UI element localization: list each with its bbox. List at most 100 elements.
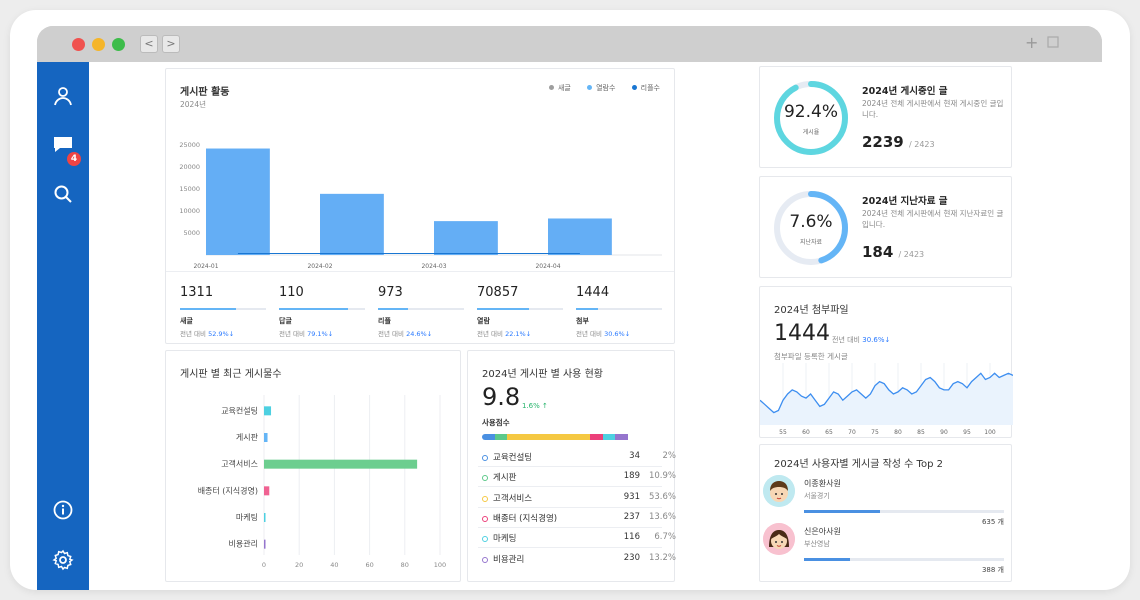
- usage-row-count: 189: [623, 471, 640, 482]
- window-restore-icon[interactable]: [1047, 34, 1059, 52]
- recent-posts-card: 게시판 별 최근 게시물수 0 20 40 60 80 100 교육컨설팅 게시판 고객서비스 배…: [165, 350, 461, 582]
- top-writer-1-name: 이종환사원: [804, 479, 841, 488]
- attachments-value: 1444: [774, 321, 830, 346]
- x-tick-label: 40: [330, 561, 338, 569]
- circle-icon: [482, 475, 488, 482]
- y-tick-label: 25000: [179, 141, 200, 149]
- top-writer-1-bar: [804, 510, 1004, 513]
- archived-posts-card: 7.6% 지난자료 2024년 지난자료 글 2024년 전체 게시판에서 현재…: [759, 176, 1012, 278]
- current-posts-title: 2024년 게시중인 글: [862, 86, 948, 97]
- usage-row-name: 고객서비스: [493, 493, 533, 504]
- top-writer-2-region: 부산영남: [804, 540, 830, 548]
- usage-row[interactable]: 비용관리 230 13.2%: [482, 553, 676, 565]
- x-tick-label: 100: [984, 429, 996, 436]
- usage-row[interactable]: 교육컨설팅 34 2%: [482, 451, 676, 463]
- usage-row[interactable]: 고객서비스 931 53.6%: [482, 492, 676, 504]
- chat-badge: 4: [67, 152, 81, 166]
- usage-row-percent: 6.7%: [654, 532, 676, 543]
- usage-row-percent: 13.2%: [648, 552, 676, 563]
- category-label: 배종터 (지식경영): [198, 485, 258, 495]
- activity-divider: [166, 271, 674, 272]
- search-icon[interactable]: [51, 182, 75, 206]
- usage-score: 9.8: [482, 383, 521, 411]
- usage-title: 2024년 게시판 별 사용 현황: [482, 369, 603, 380]
- usage-row-percent: 10.9%: [648, 471, 676, 482]
- usage-row[interactable]: 배종터 (지식경영) 237 13.6%: [482, 512, 676, 524]
- category-label: 게시판: [236, 432, 259, 442]
- stat-value: 973: [378, 285, 403, 300]
- stat-value: 1444: [576, 285, 610, 300]
- area-line: [760, 372, 1013, 414]
- top-writer-1-region: 서울경기: [804, 492, 830, 500]
- usage-row-count: 931: [623, 491, 640, 502]
- usage-row[interactable]: 게시판 189 10.9%: [482, 471, 676, 483]
- minimize-window-button[interactable]: [92, 38, 105, 51]
- bar-views: [548, 218, 612, 255]
- stat-value: 110: [279, 285, 304, 300]
- stat-bar: [378, 308, 464, 310]
- gear-icon[interactable]: [51, 548, 75, 572]
- legend-views: 열람수: [587, 84, 615, 92]
- x-tick-label: 55: [779, 429, 787, 436]
- current-posts-ring: 92.4% 게시율: [772, 79, 850, 157]
- y-tick-label: 15000: [179, 185, 200, 193]
- hbar: [264, 406, 272, 416]
- sidebar: 4: [37, 62, 89, 590]
- stat-1: 1311 새글 전년 대비 52.9%↓: [180, 285, 266, 338]
- usage-row-percent: 2%: [662, 451, 677, 461]
- archived-posts-title: 2024년 지난자료 글: [862, 196, 948, 207]
- female-avatar: [763, 523, 795, 555]
- browser-window: < > + 4: [37, 26, 1102, 590]
- archived-posts-percent: 7.6%: [789, 212, 833, 232]
- circle-icon: [482, 515, 488, 522]
- info-icon[interactable]: [51, 498, 75, 522]
- stat-change: 전년 대비 79.1%↓: [279, 330, 334, 338]
- stat-change: 전년 대비 22.1%↓: [477, 330, 532, 338]
- stat-label: 답글: [279, 317, 292, 325]
- bar-views: [320, 193, 384, 255]
- stack-segment: [482, 434, 495, 440]
- category-label: 교육컨설팅: [221, 405, 258, 415]
- x-tick-label: 100: [434, 561, 446, 569]
- row-divider: [478, 466, 662, 467]
- archived-posts-desc: 2024년 전체 게시판에서 현재 지난자료인 글입니다.: [862, 209, 1004, 229]
- stack-segment: [615, 434, 628, 440]
- stat-bar: [477, 308, 563, 310]
- circle-icon: [482, 556, 488, 563]
- chat-icon[interactable]: [51, 132, 75, 156]
- top-writer-2-name: 신은아사원: [804, 527, 841, 536]
- current-posts-desc: 2024년 전체 게시판에서 현재 게시중인 글입니다.: [862, 99, 1004, 119]
- stat-change: 전년 대비 24.6%↓: [378, 330, 433, 338]
- category-label: 고객서비스: [221, 459, 258, 469]
- bar-views: [434, 221, 498, 255]
- row-divider: [478, 526, 662, 528]
- hbar: [264, 486, 270, 496]
- circle-icon: [482, 495, 488, 502]
- new-tab-plus-icon[interactable]: +: [1025, 33, 1039, 52]
- y-tick-label: 5000: [183, 229, 200, 237]
- x-tick-label: 2024-03: [421, 263, 446, 270]
- stat-bar: [576, 308, 662, 310]
- activity-stats: 1311 새글 전년 대비 52.9%↓ 110 답글 전년 대비 79.1%↓ 973 리플…: [166, 273, 674, 343]
- usage-row[interactable]: 마케팅 116 6.7%: [482, 532, 676, 544]
- board-activity-card: 게시판 활동 2024년 새글 열람수 리플수 25000 20000 15000 1…: [165, 68, 675, 344]
- close-window-button[interactable]: [72, 38, 85, 51]
- archived-posts-ring-label: 지난자료: [799, 239, 823, 246]
- stat-4: 70857 열람 전년 대비 22.1%↓: [477, 285, 563, 338]
- top-writer-2-bar: [804, 558, 1004, 561]
- user-icon[interactable]: [51, 84, 75, 108]
- stat-bar: [180, 308, 266, 310]
- usage-score-label: 사용점수: [482, 418, 510, 427]
- stack-segment: [494, 434, 508, 440]
- x-tick-label: 85: [917, 429, 925, 436]
- top-writers-title: 2024년 사용자별 게시글 작성 수 Top 2: [774, 459, 943, 470]
- current-posts-percent: 92.4%: [783, 102, 838, 122]
- hbar: [264, 459, 418, 469]
- x-tick-label: 60: [802, 429, 810, 436]
- attachments-area-chart: 55 60 65 70 75 80 85 90 95 100: [760, 363, 1013, 436]
- maximize-window-button[interactable]: [112, 38, 125, 51]
- activity-title: 게시판 활동: [180, 87, 230, 98]
- back-button[interactable]: <: [140, 35, 158, 53]
- forward-button[interactable]: >: [162, 35, 180, 53]
- usage-row-count: 34: [629, 451, 640, 461]
